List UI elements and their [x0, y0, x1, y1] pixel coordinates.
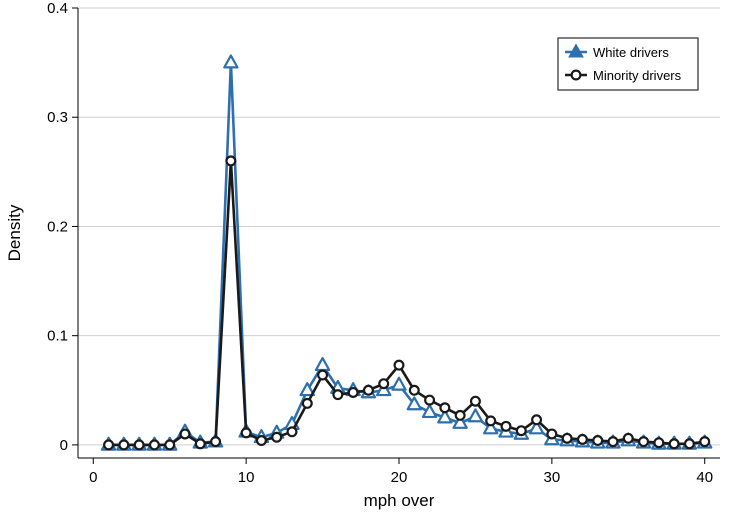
data-point-circle [301, 397, 313, 409]
axes: 0 0.1 0.2 0.3 0.4 0 10 20 30 40 [47, 0, 720, 486]
x-tick-label: 0 [89, 469, 97, 486]
legend-label-white: White drivers [593, 45, 669, 60]
data-point-circle [531, 414, 543, 426]
legend-triangle-marker [568, 43, 584, 58]
x-tick-label: 10 [238, 469, 255, 486]
data-point-triangle [421, 403, 438, 419]
data-point-triangle [483, 420, 499, 435]
series-layer [100, 54, 713, 451]
data-point-circle [148, 439, 160, 451]
data-point-triangle [391, 376, 407, 391]
y-tick-label: 0.2 [47, 218, 68, 235]
data-point-circle [469, 395, 481, 407]
data-point-circle [210, 436, 222, 448]
data-point-triangle [528, 420, 545, 435]
data-point-triangle [223, 54, 239, 69]
data-point-circle [347, 386, 359, 398]
legend-entry-minority: Minority drivers [565, 68, 682, 83]
data-point-circle [362, 384, 374, 396]
series-white [100, 54, 713, 451]
data-point-circle [271, 431, 283, 443]
data-point-circle [240, 427, 252, 439]
data-point-circle [485, 415, 497, 427]
data-point-circle [225, 155, 237, 167]
series-minority [103, 155, 711, 451]
y-tick-label: 0.1 [47, 328, 68, 345]
legend-circle-marker [570, 69, 582, 81]
data-point-circle [699, 436, 711, 448]
series-line [108, 159, 705, 447]
data-point-circle [317, 369, 329, 381]
data-point-circle [424, 394, 436, 406]
data-point-circle [286, 426, 298, 438]
data-point-triangle [314, 356, 331, 372]
data-point-circle [454, 409, 466, 421]
legend-box [557, 37, 699, 91]
data-point-circle [439, 402, 451, 414]
data-point-circle [622, 432, 634, 444]
data-point-triangle [299, 382, 315, 397]
x-tick-label: 40 [696, 469, 713, 486]
data-point-triangle [467, 408, 484, 423]
x-tick-label: 20 [391, 469, 408, 486]
data-point-circle [164, 439, 176, 451]
y-axis-label: Density [5, 204, 24, 261]
y-tick-label: 0.3 [47, 109, 68, 126]
x-axis-label: mph over [364, 491, 435, 510]
y-tick-label: 0 [60, 437, 68, 454]
series-line [108, 61, 705, 447]
data-point-circle [561, 432, 573, 444]
data-point-circle [408, 384, 420, 396]
data-point-circle [546, 428, 558, 440]
data-point-circle [255, 435, 267, 447]
data-point-circle [515, 425, 527, 437]
data-point-circle [103, 439, 115, 451]
data-point-circle [668, 438, 680, 450]
data-point-circle [194, 438, 206, 450]
data-point-circle [500, 420, 512, 432]
data-point-circle [653, 437, 665, 449]
x-tick-label: 30 [544, 469, 561, 486]
data-point-triangle [406, 396, 422, 411]
legend: White drivers Minority drivers [557, 37, 699, 91]
data-point-circle [118, 439, 130, 451]
data-point-circle [592, 435, 604, 447]
legend-entry-white: White drivers [565, 43, 669, 60]
y-tick-label: 0.4 [47, 0, 68, 17]
data-point-circle [378, 378, 390, 390]
data-point-circle [179, 428, 191, 440]
data-point-circle [683, 438, 695, 450]
legend-label-minority: Minority drivers [593, 68, 682, 83]
data-point-circle [393, 359, 405, 371]
data-point-circle [332, 389, 344, 401]
data-point-circle [133, 439, 145, 451]
data-point-triangle [437, 409, 453, 424]
data-point-triangle [452, 414, 468, 429]
data-point-circle [638, 436, 650, 448]
data-point-circle [576, 433, 588, 445]
data-point-circle [607, 436, 619, 448]
